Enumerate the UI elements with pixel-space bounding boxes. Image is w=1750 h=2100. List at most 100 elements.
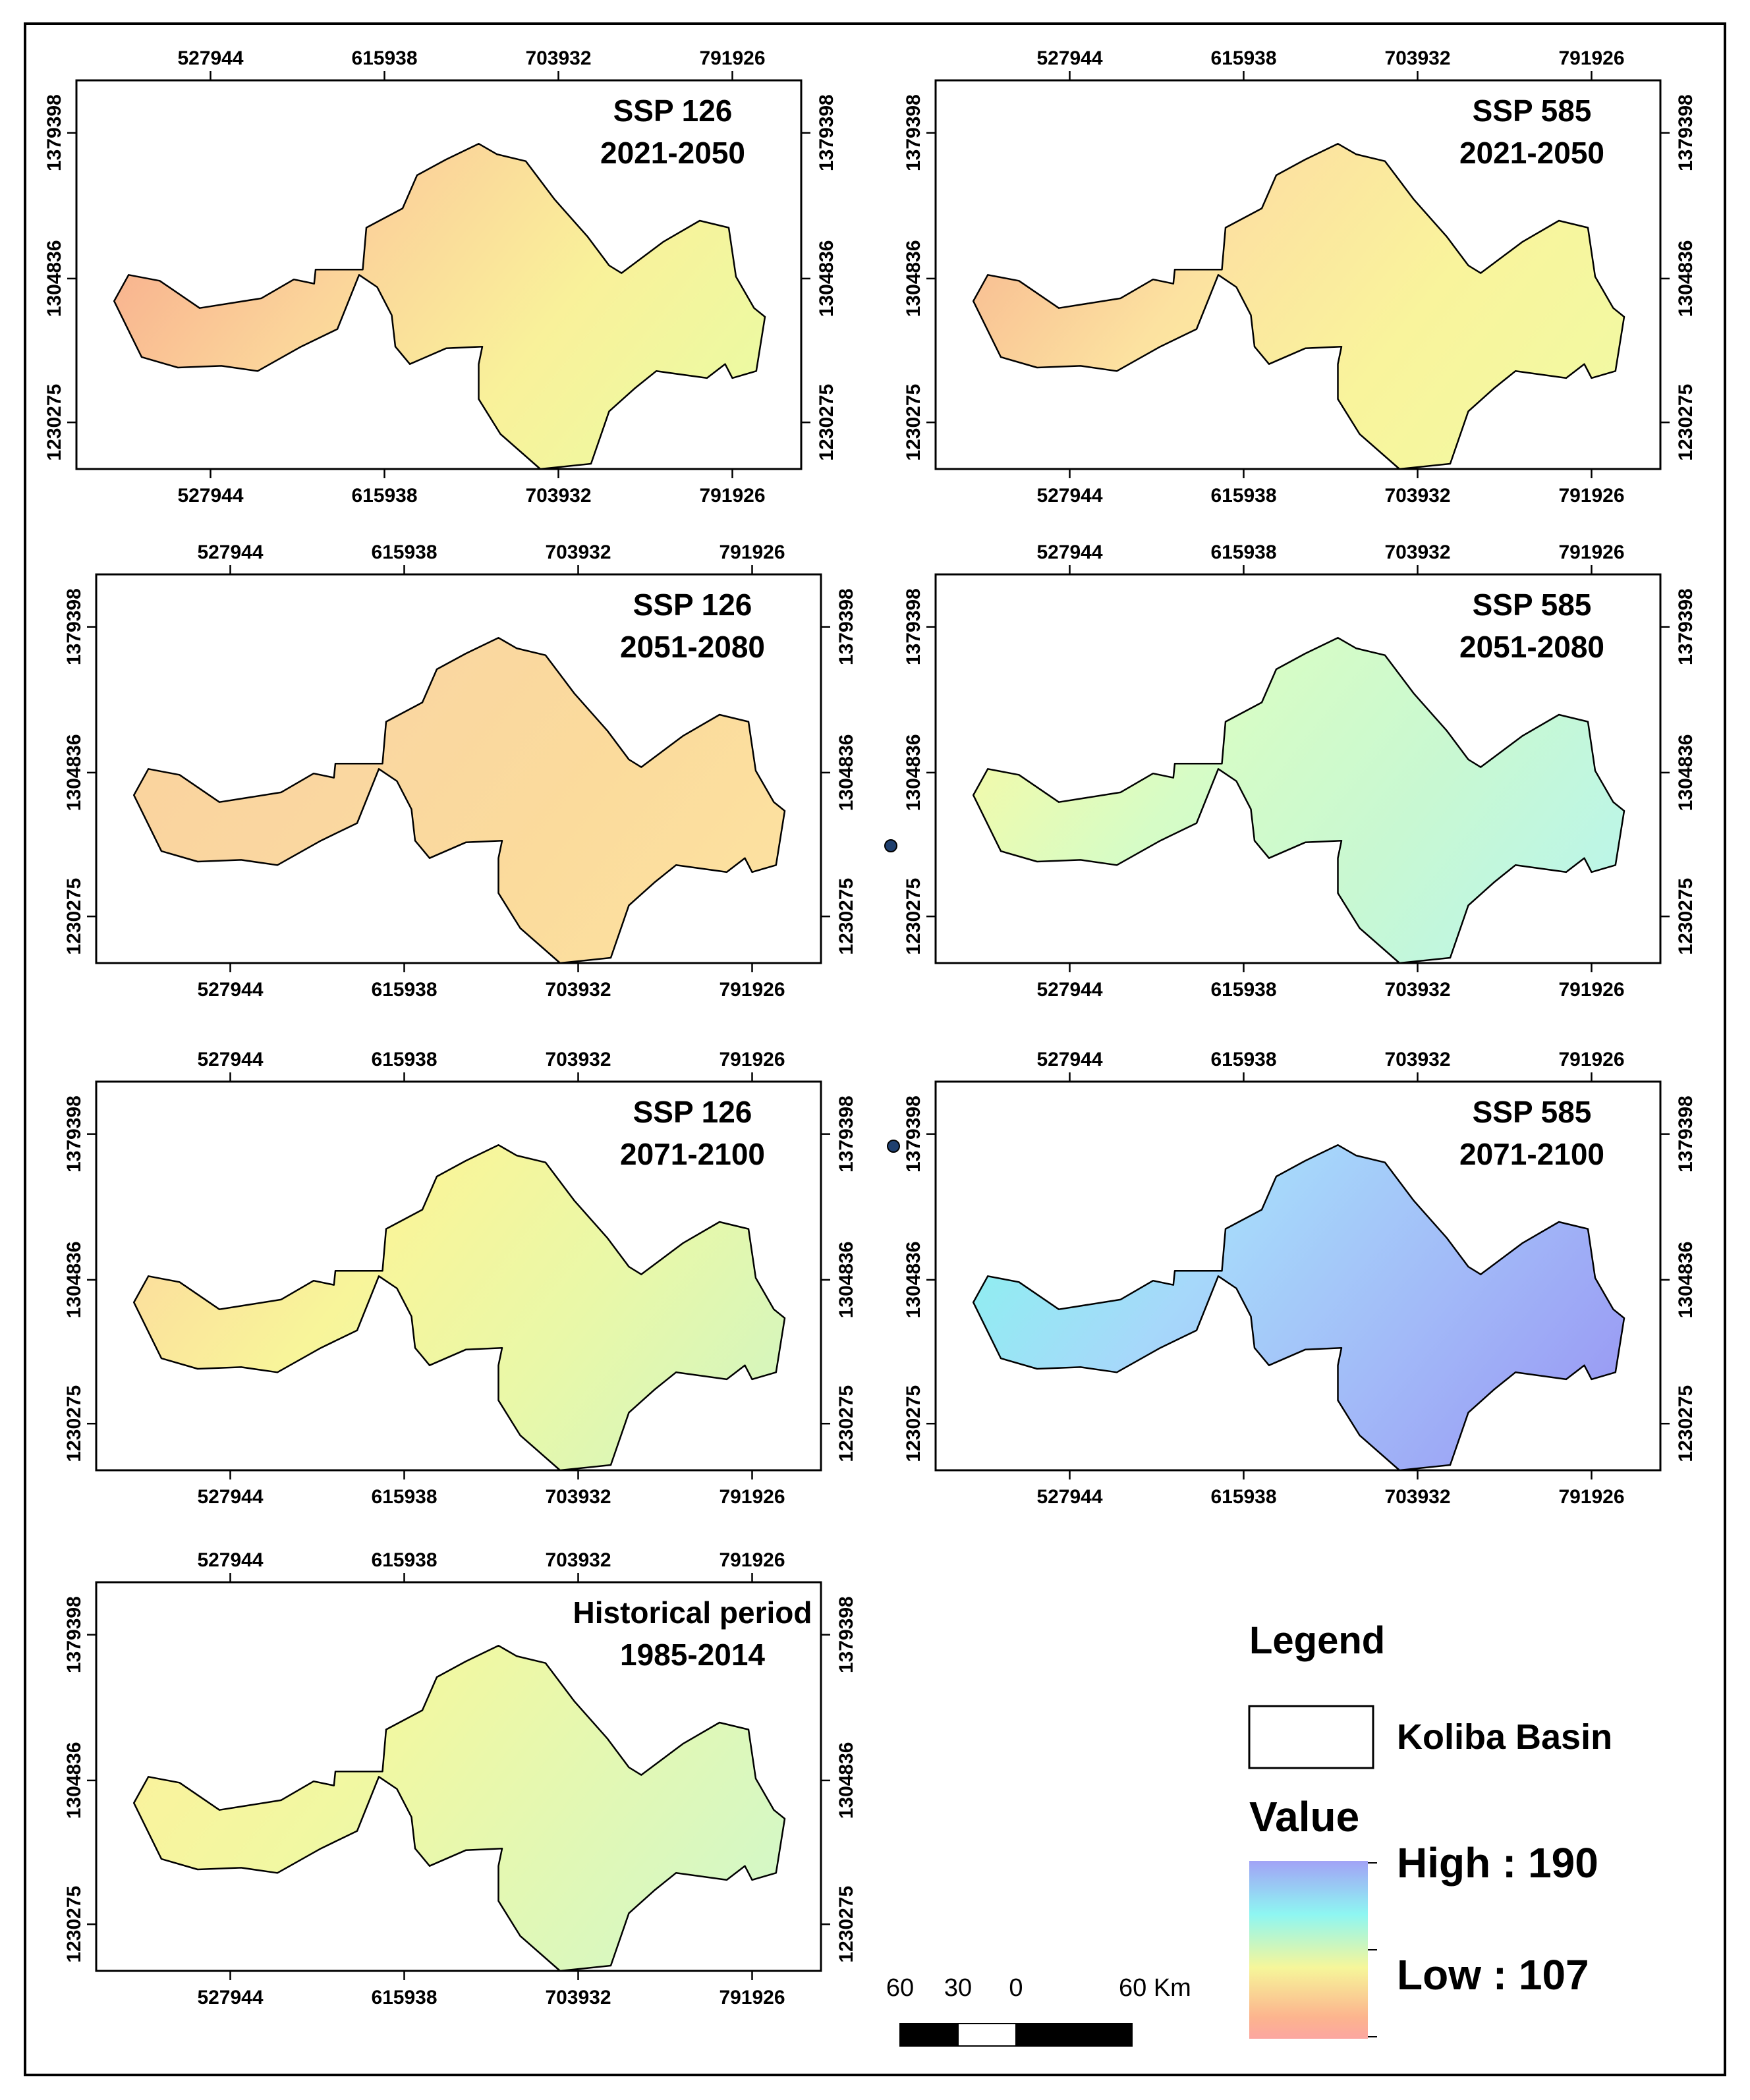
legend-title: Legend (1249, 1619, 1385, 1662)
y-tick-label-left: 1304836 (903, 240, 924, 318)
y-tick-label-right: 1304836 (835, 734, 857, 812)
x-tick-label-top: 703932 (525, 47, 591, 69)
x-tick-label-top: 615938 (371, 1049, 437, 1070)
x-tick-label-top: 527944 (197, 541, 263, 563)
y-tick-label-right: 1230275 (1675, 1385, 1697, 1462)
panel-title-scenario: SSP 126 (633, 1095, 752, 1129)
y-tick-label-right: 1379398 (1675, 1095, 1697, 1173)
figure-frame (24, 22, 1726, 2076)
y-tick-label-left: 1379398 (63, 1095, 85, 1173)
panel-title-period: 2051-2080 (620, 630, 765, 664)
x-tick-label-bottom: 791926 (1558, 979, 1624, 1001)
panel-title-scenario: SSP 126 (633, 588, 752, 622)
basin-swatch (1248, 1705, 1374, 1769)
x-tick-label-top: 527944 (177, 47, 243, 69)
panel-title-period: 2021-2050 (600, 136, 745, 170)
y-tick-label-right: 1304836 (1675, 240, 1697, 318)
x-tick-label-bottom: 791926 (719, 1987, 785, 2008)
y-tick-label-right: 1230275 (1675, 878, 1697, 955)
x-tick-label-bottom: 615938 (371, 1987, 437, 2008)
x-tick-label-bottom: 703932 (1384, 485, 1450, 507)
y-tick-label-left: 1230275 (43, 384, 65, 461)
x-tick-label-top: 703932 (545, 1549, 611, 1571)
low-label: Low : 107 (1397, 1951, 1589, 1999)
scale-label-0: 0 (1009, 1974, 1023, 2002)
koliba-basin (972, 142, 1625, 470)
panel-title-scenario: SSP 126 (613, 94, 733, 128)
y-tick-label-left: 1230275 (63, 878, 85, 955)
x-tick-label-bottom: 527944 (1036, 485, 1102, 507)
koliba-basin (972, 1144, 1625, 1472)
panel-title-scenario: SSP 585 (1473, 94, 1592, 128)
x-tick-label-top: 703932 (1384, 1049, 1450, 1070)
map-panel-ssp126-2071: 527944 527944 615938 615938 703932 703932 7919… (63, 1049, 857, 1508)
y-tick-label-right: 1230275 (816, 384, 837, 461)
y-tick-label-left: 1230275 (63, 1886, 85, 1963)
x-tick-label-top: 527944 (197, 1049, 263, 1070)
koliba-basin (972, 636, 1625, 964)
marker-dot (887, 1140, 900, 1153)
x-tick-label-top: 791926 (719, 1549, 785, 1571)
x-tick-label-bottom: 615938 (371, 1486, 437, 1508)
y-tick-label-right: 1304836 (816, 240, 837, 318)
x-tick-label-bottom: 703932 (545, 1987, 611, 2008)
y-tick-label-left: 1379398 (63, 588, 85, 665)
x-tick-label-top: 791926 (1558, 1049, 1624, 1070)
panel-title-period: 2071-2100 (620, 1137, 765, 1171)
x-tick-label-top: 527944 (1036, 1049, 1102, 1070)
y-tick-label-right: 1304836 (1675, 1242, 1697, 1319)
panel-title-period: 2021-2050 (1459, 136, 1604, 170)
map-panel-ssp585-2071: 527944 527944 615938 615938 703932 703932 7919… (903, 1049, 1697, 1508)
scale-label-30: 30 (944, 1974, 972, 2002)
koliba-basin (132, 1144, 786, 1472)
x-tick-label-bottom: 791926 (699, 485, 765, 507)
map-panel-historical: 527944 527944 615938 615938 703932 703932 7919… (63, 1549, 857, 2008)
x-tick-label-bottom: 703932 (545, 979, 611, 1001)
y-tick-label-left: 1304836 (903, 1242, 924, 1319)
scale-bar: 60 30 0 60 Km (886, 1974, 1191, 2047)
x-tick-label-top: 703932 (1384, 47, 1450, 69)
x-tick-label-top: 791926 (1558, 541, 1624, 563)
map-panel-ssp585-2051: 527944 527944 615938 615938 703932 703932 7919… (903, 541, 1697, 1001)
y-tick-label-left: 1230275 (903, 1385, 924, 1462)
x-tick-label-bottom: 527944 (177, 485, 243, 507)
panel-title-period: 2051-2080 (1459, 630, 1604, 664)
x-tick-label-bottom: 703932 (1384, 979, 1450, 1001)
x-tick-label-top: 703932 (545, 1049, 611, 1070)
scale-label-60km: 60 Km (1119, 1974, 1191, 2002)
y-tick-label-left: 1230275 (903, 878, 924, 955)
x-tick-label-top: 615938 (371, 541, 437, 563)
y-tick-label-right: 1379398 (835, 1095, 857, 1173)
x-tick-label-top: 791926 (699, 47, 765, 69)
x-tick-label-bottom: 703932 (525, 485, 591, 507)
y-tick-label-right: 1379398 (1675, 588, 1697, 665)
panel-title-scenario: SSP 585 (1473, 588, 1592, 622)
x-tick-label-bottom: 791926 (719, 979, 785, 1001)
y-tick-label-right: 1230275 (835, 1886, 857, 1963)
panel-title-period: 1985-2014 (620, 1638, 765, 1672)
y-tick-label-right: 1230275 (1675, 384, 1697, 461)
koliba-basin (132, 1644, 786, 1972)
y-tick-label-left: 1379398 (903, 1095, 924, 1173)
y-tick-label-left: 1230275 (63, 1385, 85, 1462)
y-tick-label-left: 1379398 (903, 94, 924, 171)
panel-title-scenario: SSP 585 (1473, 1095, 1592, 1129)
x-tick-label-bottom: 527944 (1036, 1486, 1102, 1508)
value-ramp (1249, 1861, 1368, 2039)
scale-label-60: 60 (886, 1974, 914, 2002)
basin-label: Koliba Basin (1397, 1717, 1612, 1757)
x-tick-label-top: 791926 (719, 1049, 785, 1070)
x-tick-label-bottom: 527944 (197, 979, 263, 1001)
x-tick-label-top: 527944 (1036, 541, 1102, 563)
x-tick-label-bottom: 791926 (1558, 1486, 1624, 1508)
x-tick-label-bottom: 791926 (719, 1486, 785, 1508)
x-tick-label-bottom: 527944 (1036, 979, 1102, 1001)
legend: Legend Koliba Basin Value High : 190 Low… (1248, 1619, 1612, 2039)
map-panel-ssp585-2021: 527944 527944 615938 615938 703932 703932 7919… (903, 47, 1697, 507)
x-tick-label-bottom: 615938 (1210, 485, 1276, 507)
y-tick-label-left: 1379398 (903, 588, 924, 665)
y-tick-label-right: 1379398 (1675, 94, 1697, 171)
y-tick-label-right: 1230275 (835, 878, 857, 955)
koliba-basin (132, 636, 786, 964)
y-tick-label-left: 1230275 (903, 384, 924, 461)
